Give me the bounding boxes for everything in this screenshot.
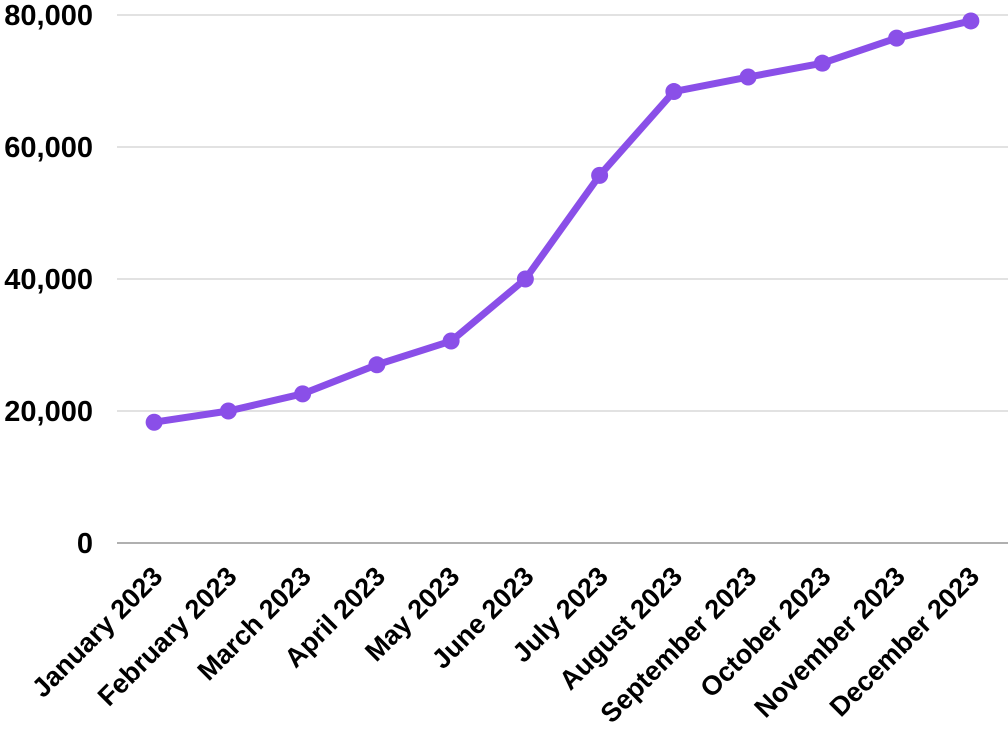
data-point-marker <box>888 29 906 47</box>
y-axis-label: 40,000 <box>4 264 93 296</box>
data-point-marker <box>368 356 386 374</box>
data-point-marker <box>145 413 163 431</box>
y-axis-label: 20,000 <box>4 396 93 428</box>
data-point-marker <box>962 12 980 30</box>
data-point-marker <box>813 54 831 72</box>
y-axis-label: 60,000 <box>4 132 93 164</box>
data-point-marker <box>665 83 683 101</box>
data-point-marker <box>739 68 757 86</box>
x-axis-label: October 2023 <box>694 561 836 703</box>
data-point-marker <box>294 385 312 403</box>
x-axis-label: January 2023 <box>26 561 168 703</box>
y-axis-label: 80,000 <box>4 0 93 32</box>
data-point-marker <box>219 402 237 420</box>
y-axis-label: 0 <box>77 528 93 560</box>
series-line <box>150 17 975 426</box>
data-point-marker <box>442 332 460 350</box>
data-point-marker <box>516 270 534 288</box>
data-point-marker <box>591 166 609 184</box>
